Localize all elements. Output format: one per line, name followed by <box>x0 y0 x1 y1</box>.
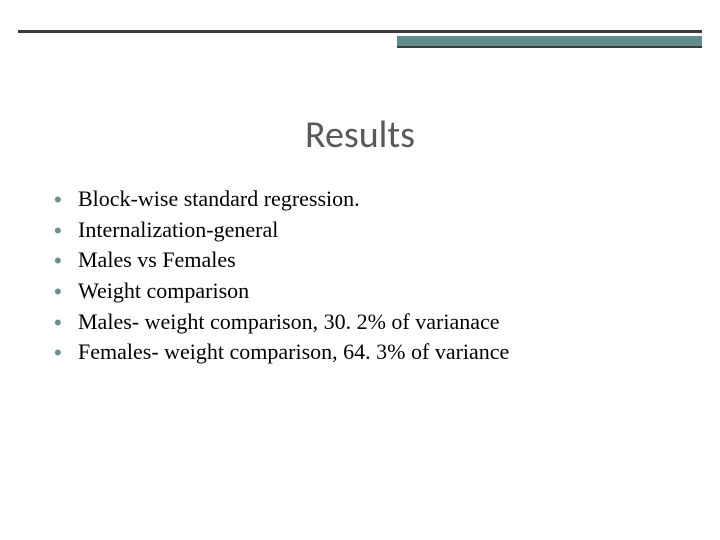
bullet-icon: • <box>54 216 78 246</box>
list-item: • Internalization-general <box>54 216 674 246</box>
bullet-text: Males vs Females <box>78 246 236 275</box>
list-item: • Females- weight comparison, 64. 3% of … <box>54 338 674 368</box>
bullet-text: Internalization-general <box>78 216 278 245</box>
bullet-icon: • <box>54 185 78 215</box>
list-item: • Males- weight comparison, 30. 2% of va… <box>54 308 674 338</box>
bullet-text: Females- weight comparison, 64. 3% of va… <box>78 338 509 367</box>
list-item: • Weight comparison <box>54 277 674 307</box>
list-item: • Block-wise standard regression. <box>54 185 674 215</box>
top-border-group <box>0 30 720 48</box>
slide: Results • Block-wise standard regression… <box>0 0 720 540</box>
border-line-dark-bottom <box>397 46 702 48</box>
bullet-list: • Block-wise standard regression. • Inte… <box>54 185 674 369</box>
bullet-text: Block-wise standard regression. <box>78 185 360 214</box>
border-line-dark-top <box>18 30 702 33</box>
border-bar-teal <box>397 36 702 46</box>
bullet-text: Weight comparison <box>78 277 249 306</box>
slide-title: Results <box>0 112 720 158</box>
list-item: • Males vs Females <box>54 246 674 276</box>
bullet-icon: • <box>54 277 78 307</box>
bullet-icon: • <box>54 338 78 368</box>
bullet-text: Males- weight comparison, 30. 2% of vari… <box>78 308 500 337</box>
bullet-icon: • <box>54 308 78 338</box>
bullet-icon: • <box>54 246 78 276</box>
